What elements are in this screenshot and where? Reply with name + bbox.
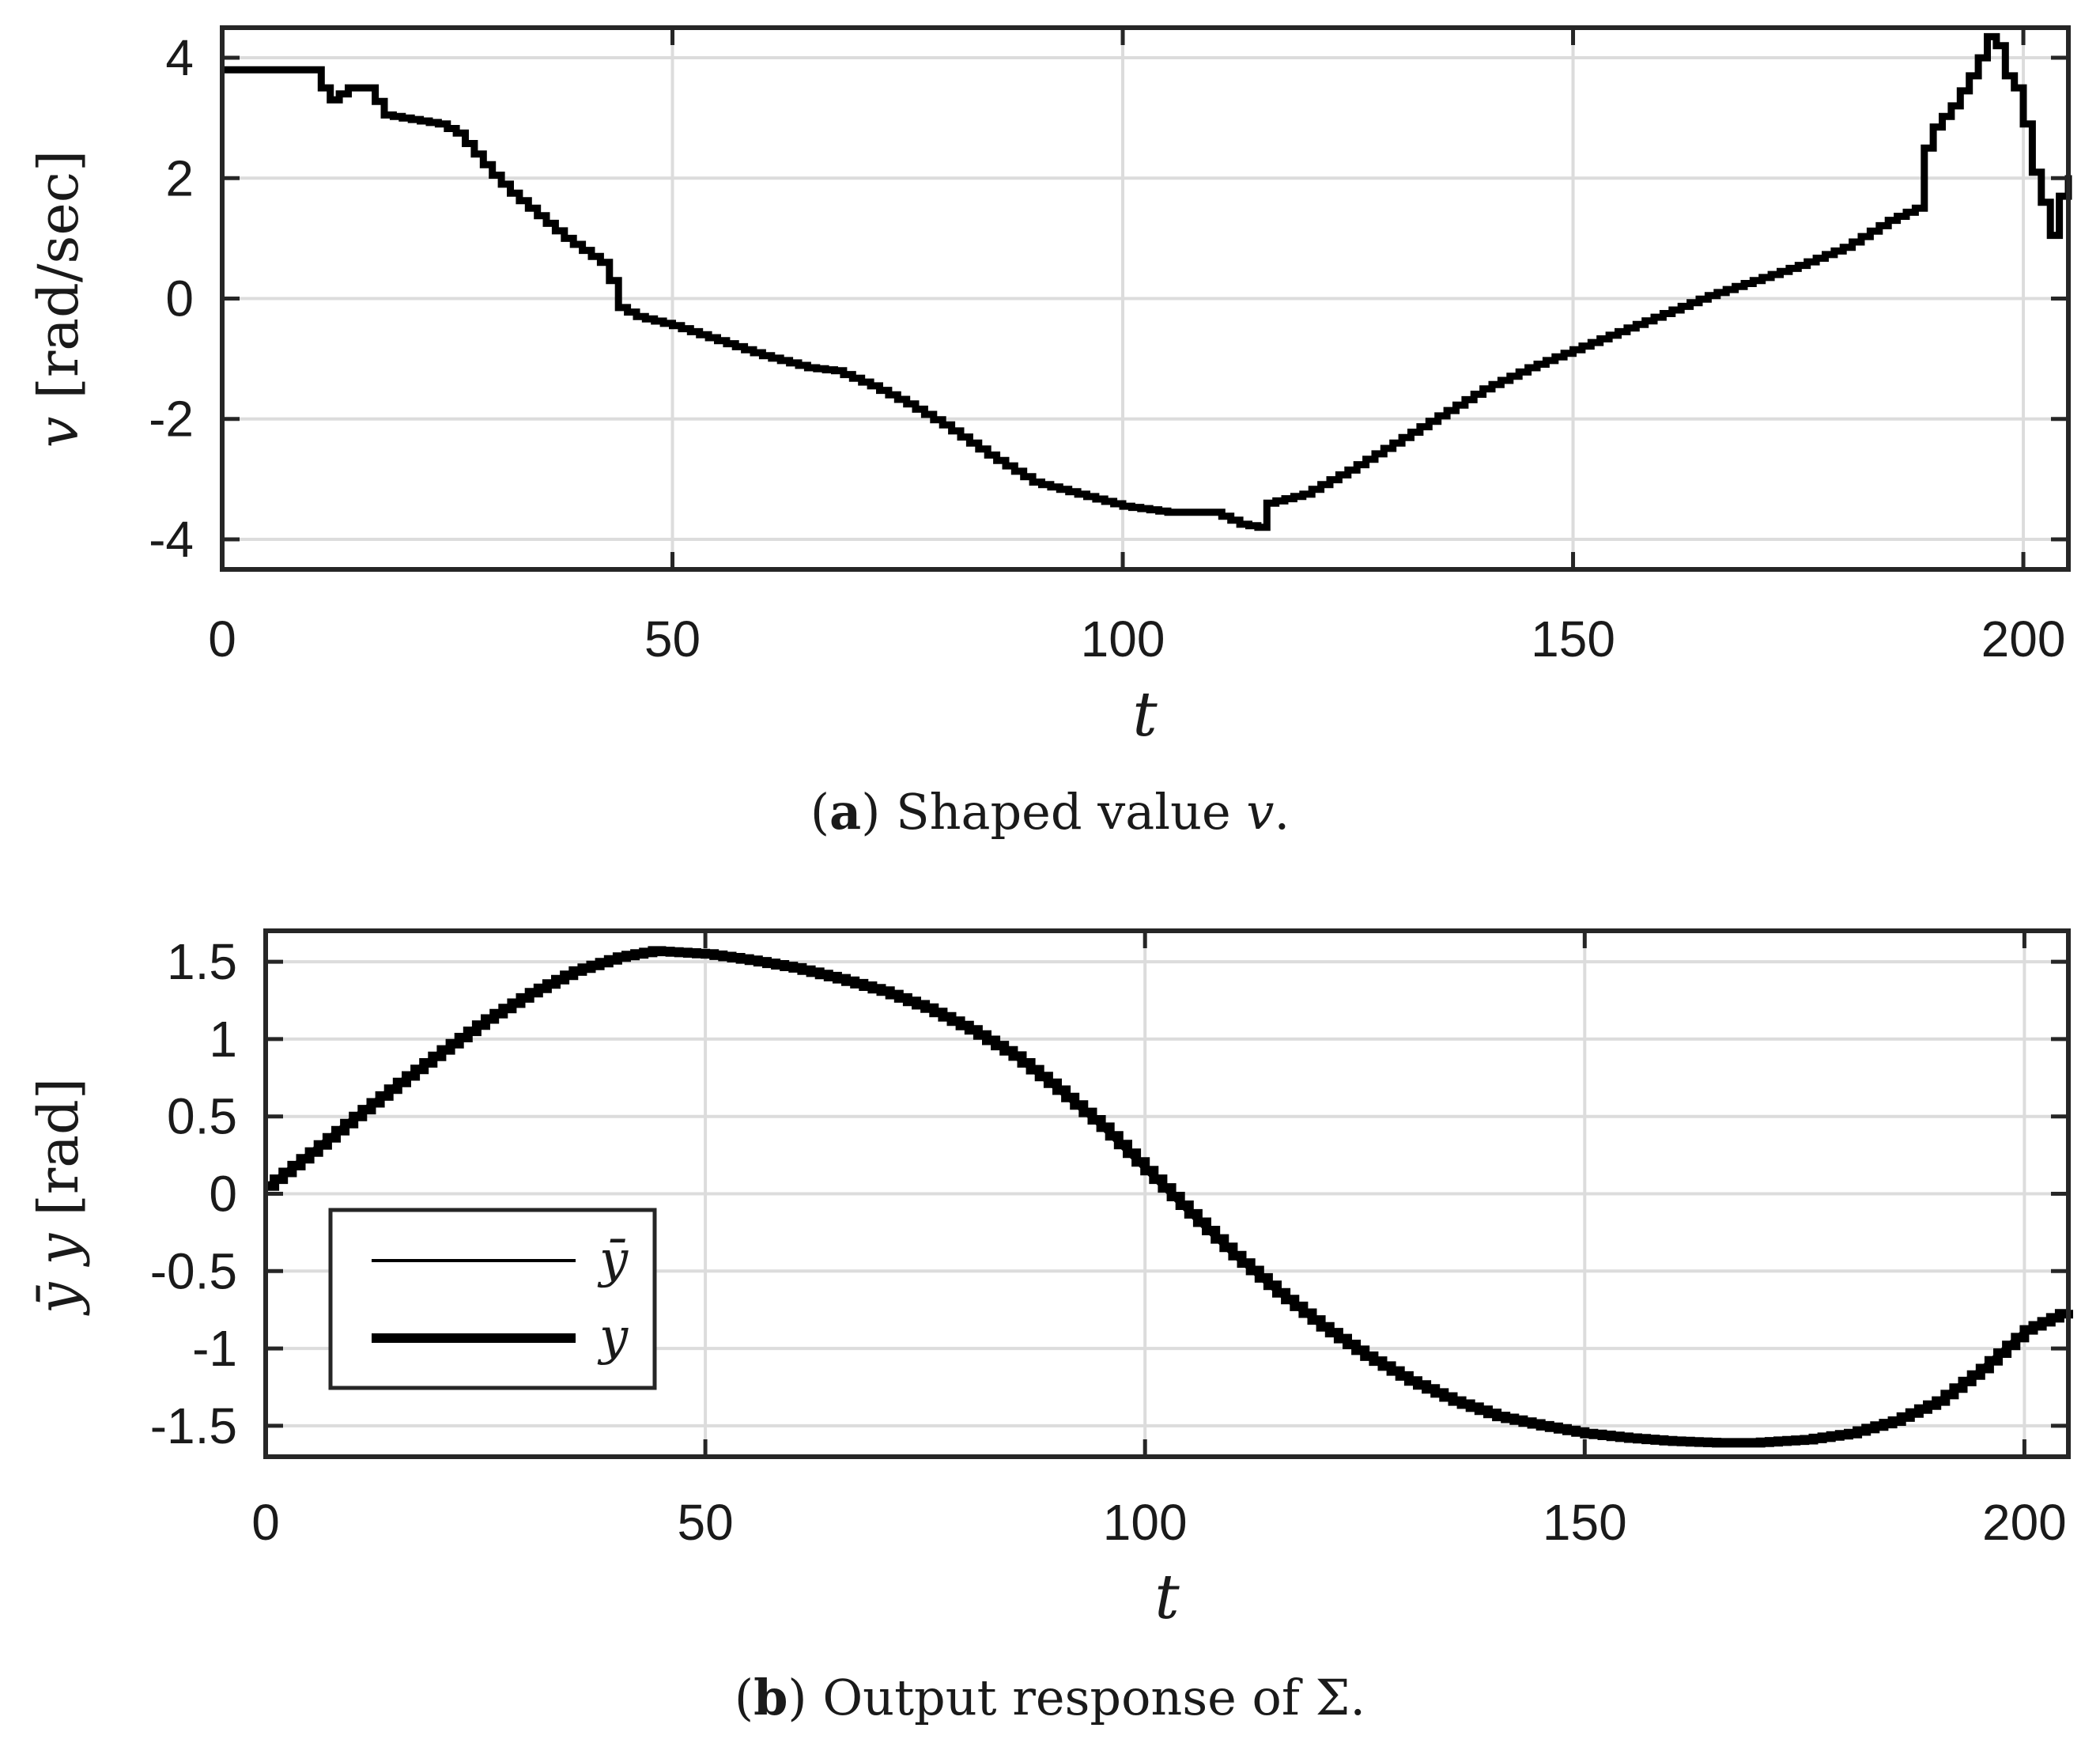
panel-a-caption-label: a — [829, 783, 861, 841]
legend-label-y: y — [597, 1308, 629, 1367]
legend: ȳ y — [328, 1208, 657, 1390]
panel-a-xtick-label-4: 200 — [1981, 611, 2066, 667]
panel-a-y-axis-label: v [rad/sec] — [26, 150, 91, 448]
panel-b-caption: (b) Output response of Σ. — [735, 1669, 1365, 1726]
panel-b-xtick-label-1: 50 — [678, 1494, 734, 1551]
legend-box — [328, 1208, 657, 1390]
panel-b-grid — [264, 931, 2068, 1457]
panel-b-series-1 — [266, 946, 2073, 1448]
panel-b-caption-label: b — [754, 1669, 788, 1726]
panel-a-x-axis-label: t — [1132, 679, 1158, 751]
panel-b-xtick-label-2: 100 — [1103, 1494, 1188, 1551]
panel-a-caption-symbol: v — [1246, 783, 1274, 841]
panel-a-ytick-label-2: 0 — [165, 270, 194, 327]
panel-a-caption-text: Shaped value — [896, 783, 1231, 841]
panel-a-y-axis-unit: [rad/sec] — [26, 150, 91, 399]
panel-a-ytick-label-0: 4 — [165, 29, 194, 86]
panel-a-grid — [221, 28, 2068, 569]
panel-a-ytick-label-4: -4 — [149, 511, 194, 568]
panel-b-caption-text: Output response of — [822, 1669, 1303, 1726]
panel-a-ytick-label-1: 2 — [165, 149, 194, 206]
panel-b-ytick-label-6: -1.5 — [150, 1397, 237, 1454]
panel-b-caption-end: . — [1350, 1669, 1365, 1726]
legend-label-ybar: ȳ — [597, 1231, 629, 1289]
panel-a-series-0 — [222, 32, 2072, 531]
panel-b-xtick-label-0: 0 — [251, 1494, 280, 1551]
panel-b-x-axis-label: t — [1154, 1562, 1180, 1633]
panel-b: 0 50 100 150 200 1.5 1 0.5 0 -0.5 -1 -1.5 ȳ y t ȳ y… — [26, 928, 2073, 1726]
panel-a-xtick-label-2: 100 — [1081, 611, 1165, 667]
panel-a-caption: (a) Shaped value v. — [810, 783, 1290, 841]
panel-b-y-axis-symbol-bar: ȳ — [26, 1281, 91, 1316]
panel-b-y-axis-unit: [rad] — [26, 1078, 91, 1216]
panel-a-xtick-label-0: 0 — [208, 611, 236, 667]
panel-b-series — [264, 946, 2073, 1448]
panel-b-y-axis-symbol: y — [26, 1232, 91, 1267]
panel-b-ytick-label-1: 1 — [209, 1011, 237, 1068]
panel-b-xtick-label-4: 200 — [1982, 1494, 2067, 1551]
panel-b-ytick-label-5: -1 — [192, 1320, 237, 1377]
panel-b-xtick-label-3: 150 — [1543, 1494, 1627, 1551]
panel-a-ticks: 0 50 100 150 200 4 2 0 -2 -4 — [149, 28, 2068, 667]
panel-b-ticks: 0 50 100 150 200 1.5 1 0.5 0 -0.5 -1 -1.5 — [150, 931, 2068, 1551]
panel-b-ytick-label-2: 0.5 — [167, 1088, 237, 1145]
panel-b-ytick-label-4: -0.5 — [150, 1242, 237, 1299]
panel-a-series — [222, 32, 2072, 531]
panel-b-caption-symbol: Σ — [1316, 1669, 1350, 1726]
panel-b-ytick-label-3: 0 — [209, 1166, 237, 1223]
panel-a-caption-end: . — [1274, 783, 1290, 841]
panel-a-ytick-label-3: -2 — [149, 391, 194, 448]
panel-b-y-axis-label: ȳ y [rad] — [26, 1078, 91, 1316]
panel-a-xtick-label-1: 50 — [644, 611, 701, 667]
panel-b-ytick-label-0: 1.5 — [167, 933, 237, 990]
panel-a-y-axis-symbol: v — [26, 417, 91, 448]
panel-a-xtick-label-3: 150 — [1531, 611, 1615, 667]
